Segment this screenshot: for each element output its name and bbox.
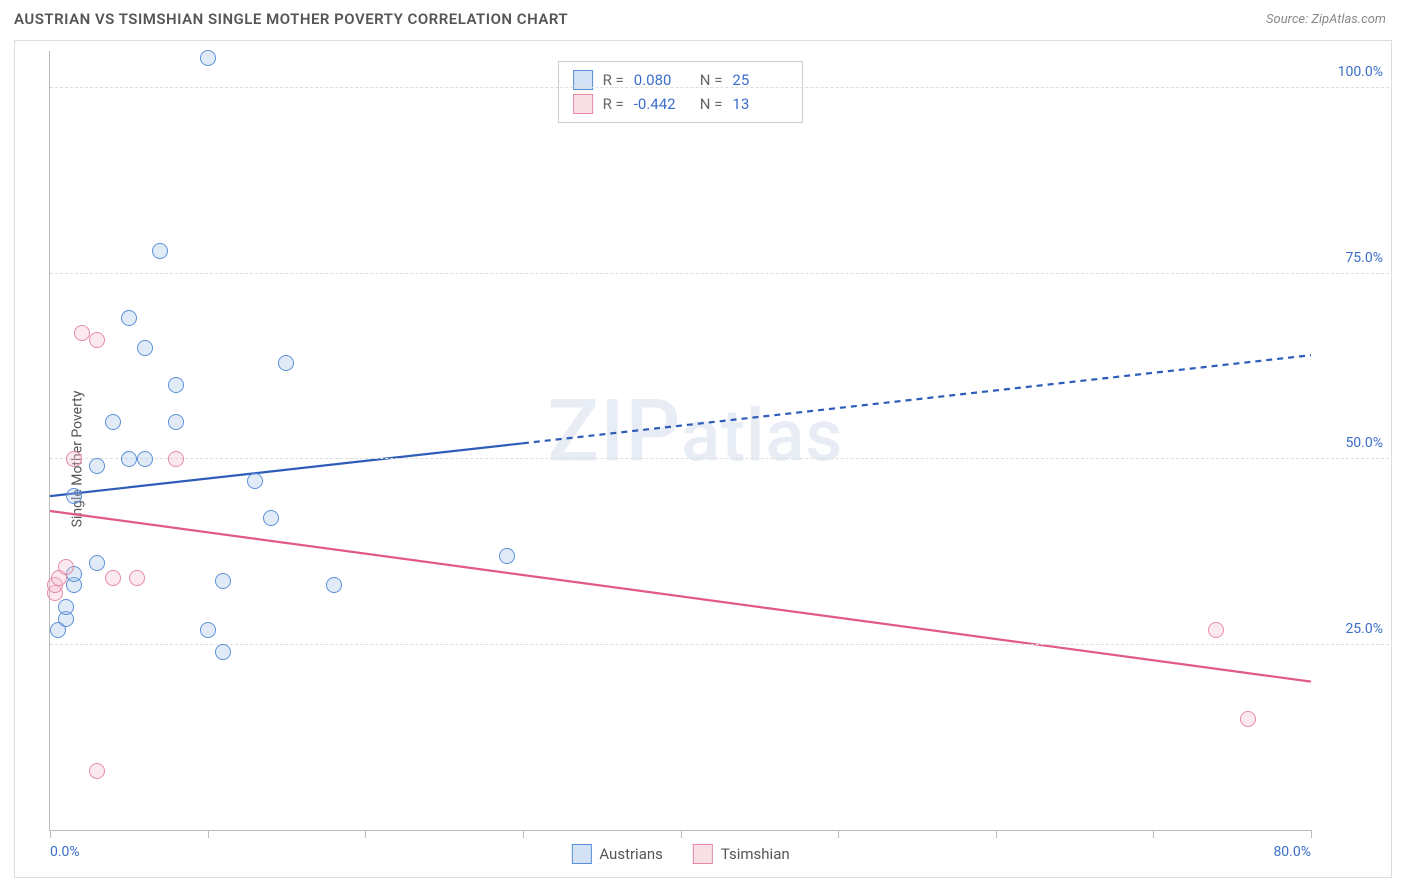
x-tick-label: 0.0% (50, 844, 80, 860)
legend-item: Austrians (571, 844, 663, 864)
x-tick (1153, 830, 1154, 838)
n-label: N = (700, 95, 723, 113)
y-tick-label: 25.0% (1345, 621, 1383, 637)
n-value: 13 (732, 95, 788, 113)
data-point (121, 451, 137, 467)
legend-label: Tsimshian (721, 845, 790, 863)
x-tick (1311, 830, 1312, 838)
data-point (215, 644, 231, 660)
x-tick (681, 830, 682, 838)
series-legend: Austrians Tsimshian (571, 844, 789, 864)
grid-line (50, 87, 1389, 88)
data-point (89, 763, 105, 779)
legend-swatch (693, 844, 713, 864)
x-tick (838, 830, 839, 838)
data-point (105, 570, 121, 586)
grid-line (50, 644, 1389, 645)
x-tick (523, 830, 524, 838)
data-point (58, 599, 74, 615)
data-point (168, 377, 184, 393)
data-point (326, 577, 342, 593)
x-tick (50, 830, 51, 838)
data-point (74, 325, 90, 341)
data-point (499, 548, 515, 564)
x-tick-label: 80.0% (1273, 844, 1311, 860)
legend-item: Tsimshian (693, 844, 790, 864)
data-point (1208, 622, 1224, 638)
y-tick-label: 100.0% (1338, 64, 1383, 80)
data-point (168, 414, 184, 430)
data-point (66, 451, 82, 467)
data-point (263, 510, 279, 526)
data-point (137, 340, 153, 356)
trend-lines (50, 51, 1311, 830)
data-point (89, 458, 105, 474)
data-point (1240, 711, 1256, 727)
y-tick-label: 50.0% (1345, 435, 1383, 451)
data-point (89, 332, 105, 348)
data-point (105, 414, 121, 430)
stats-row: R =0.080N =25 (573, 68, 789, 92)
chart-container: Single Mother Poverty ZIPatlas R =0.080N… (14, 40, 1392, 878)
data-point (121, 310, 137, 326)
data-point (58, 559, 74, 575)
r-label: R = (603, 95, 624, 113)
grid-line (50, 458, 1389, 459)
data-point (66, 488, 82, 504)
chart-title: AUSTRIAN VS TSIMSHIAN SINGLE MOTHER POVE… (14, 10, 568, 28)
legend-swatch (573, 94, 593, 114)
data-point (152, 243, 168, 259)
x-tick (996, 830, 997, 838)
data-point (129, 570, 145, 586)
data-point (200, 50, 216, 66)
data-point (168, 451, 184, 467)
stats-legend: R =0.080N =25 R = -0.442 N = 13 (558, 61, 804, 123)
x-tick (365, 830, 366, 838)
data-point (247, 473, 263, 489)
data-point (89, 555, 105, 571)
legend-label: Austrians (599, 845, 663, 863)
r-value: -0.442 (634, 95, 690, 113)
data-point (200, 622, 216, 638)
data-point (137, 451, 153, 467)
grid-line (50, 273, 1389, 274)
y-tick-label: 75.0% (1345, 250, 1383, 266)
x-tick (208, 830, 209, 838)
legend-swatch (571, 844, 591, 864)
plot-area: ZIPatlas R =0.080N =25R =-0.442N =13 Aus… (49, 51, 1311, 831)
stats-row: R = -0.442 N = 13 (573, 92, 789, 116)
data-point (215, 573, 231, 589)
source-attribution: Source: ZipAtlas.com (1266, 12, 1386, 27)
data-point (278, 355, 294, 371)
